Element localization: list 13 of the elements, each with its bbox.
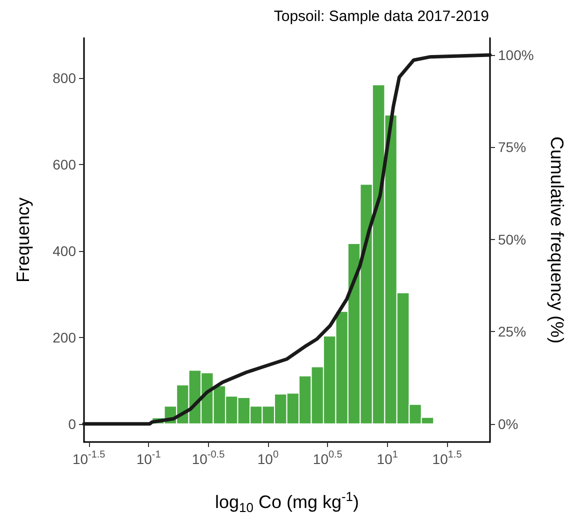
y-tick-label: 200	[52, 329, 76, 346]
y-tick-label: 400	[52, 242, 76, 259]
y-tick-label: 0	[68, 416, 76, 432]
y2-tick-label: 75%	[498, 139, 526, 156]
y2-tick-label: 0%	[498, 416, 518, 432]
y-tick-label: 600	[52, 156, 76, 172]
y2-tick-label: 25%	[498, 324, 526, 340]
y-axis-title: Frequency	[13, 197, 33, 283]
y-tick-label: 800	[52, 70, 76, 86]
y2-tick-label: 50%	[498, 231, 526, 248]
y2-tick-label: 100%	[498, 46, 534, 63]
chart-title: Topsoil: Sample data 2017-2019	[274, 8, 490, 25]
y2-axis-title: Cumulative frequency (%)	[547, 136, 567, 344]
